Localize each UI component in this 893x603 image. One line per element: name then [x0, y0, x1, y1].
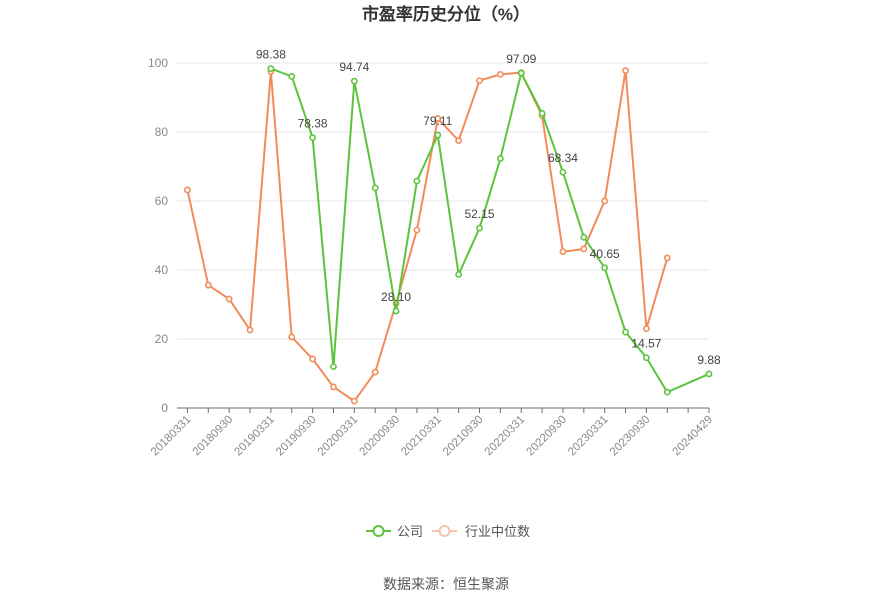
- data-point: [517, 69, 525, 77]
- data-point: [350, 397, 358, 405]
- data-point: [559, 168, 567, 176]
- data-point: [455, 271, 463, 278]
- data-point: [622, 67, 629, 74]
- x-tick-label: 20180331: [149, 414, 194, 459]
- data-point: [663, 388, 671, 396]
- legend-label: 行业中位数: [465, 524, 530, 539]
- data-point: [330, 363, 337, 370]
- data-point: [309, 355, 317, 363]
- legend: 公司 行业中位数: [366, 524, 530, 539]
- data-point: [580, 245, 588, 253]
- data-point: [413, 177, 421, 185]
- x-tick-label: 20210930: [441, 414, 486, 459]
- data-point: [476, 224, 483, 232]
- data-point: [622, 328, 629, 336]
- x-tick-label: 20230930: [608, 414, 653, 459]
- data-point: [246, 326, 254, 334]
- series-layer: [184, 65, 713, 405]
- legend-item-industry-median: 行业中位数: [432, 524, 530, 539]
- y-tick-label: 0: [161, 401, 168, 415]
- data-label: 28.10: [381, 290, 411, 304]
- data-point: [455, 137, 463, 145]
- data-label: 14.57: [631, 337, 661, 351]
- data-point: [601, 264, 609, 272]
- legend-label: 公司: [397, 524, 423, 539]
- data-label: 79.11: [423, 114, 452, 128]
- data-point: [643, 354, 650, 362]
- data-point: [371, 184, 379, 192]
- x-tick-label: 20200930: [358, 414, 403, 459]
- data-point: [580, 233, 588, 241]
- legend-item-company: 公司: [366, 524, 423, 539]
- data-label: 68.34: [548, 151, 578, 165]
- data-point: [350, 77, 358, 85]
- data-point: [496, 155, 504, 162]
- y-tick-label: 100: [148, 56, 168, 70]
- data-point: [434, 131, 442, 139]
- data-source: 数据来源：恒生聚源: [383, 576, 509, 592]
- data-label: 97.09: [506, 52, 536, 66]
- data-point: [225, 295, 233, 303]
- y-axis: 0 20 40 60 80 100: [148, 56, 168, 415]
- data-point: [309, 134, 317, 141]
- data-point: [184, 186, 191, 194]
- data-label: 9.88: [697, 353, 721, 367]
- data-point: [559, 248, 567, 256]
- data-point: [267, 65, 275, 72]
- data-point: [392, 307, 400, 315]
- data-label: 40.65: [590, 247, 620, 261]
- x-tick-label: 20210331: [399, 414, 444, 459]
- x-tick-label: 20190331: [232, 414, 277, 459]
- x-tick-label: 20190930: [274, 414, 319, 459]
- data-point: [330, 383, 337, 391]
- data-point: [204, 281, 212, 289]
- data-point: [413, 226, 421, 234]
- data-point: [371, 368, 379, 376]
- x-tick-label: 20230331: [566, 414, 611, 459]
- data-label: 52.15: [464, 207, 494, 221]
- data-point: [288, 333, 296, 341]
- x-tick-label: 20240429: [670, 414, 715, 459]
- data-label: 98.38: [256, 48, 286, 62]
- data-labels: 98.38 78.38 94.74 28.10 79.11 52.15 97.09 68.34…: [256, 48, 721, 367]
- x-axis: 2018033120180930201903312019093020200331…: [149, 407, 715, 459]
- data-label: 94.74: [339, 60, 369, 74]
- data-point: [434, 115, 442, 122]
- data-point: [538, 109, 546, 117]
- data-point: [476, 77, 483, 84]
- data-point: [288, 73, 296, 80]
- x-tick-label: 20220331: [483, 414, 528, 459]
- x-tick-label: 20180930: [191, 414, 236, 459]
- data-point: [663, 254, 671, 262]
- y-tick-label: 20: [155, 332, 169, 346]
- data-point: [705, 370, 713, 378]
- data-point: [643, 325, 650, 333]
- y-tick-label: 60: [155, 194, 169, 208]
- legend-marker: [372, 525, 385, 537]
- series-company: [267, 65, 713, 396]
- x-tick-label: 20220930: [524, 414, 569, 459]
- data-point: [601, 197, 609, 205]
- legend-marker: [438, 525, 451, 537]
- y-tick-label: 40: [155, 263, 169, 277]
- x-tick-label: 20200331: [316, 414, 361, 459]
- data-point: [496, 70, 504, 78]
- chart-title: 市盈率历史分位（%）: [362, 4, 530, 24]
- data-label: 78.38: [298, 117, 328, 131]
- y-tick-label: 80: [155, 125, 169, 139]
